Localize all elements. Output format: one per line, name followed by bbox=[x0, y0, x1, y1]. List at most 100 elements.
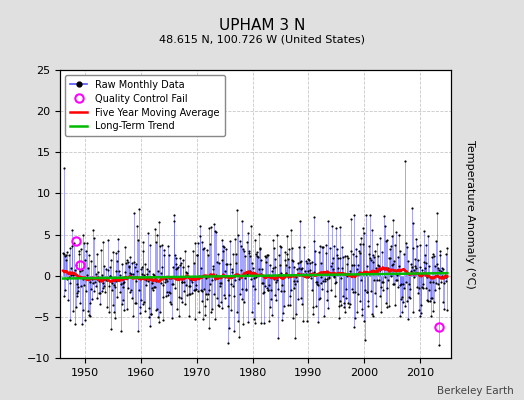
Point bbox=[107, 256, 116, 263]
Point bbox=[298, 264, 307, 271]
Point bbox=[154, 268, 162, 274]
Point bbox=[226, 307, 235, 313]
Point bbox=[351, 315, 359, 322]
Point bbox=[136, 304, 144, 310]
Point bbox=[237, 243, 245, 249]
Point bbox=[440, 280, 448, 286]
Point bbox=[345, 303, 354, 310]
Point bbox=[179, 257, 187, 263]
Point bbox=[146, 242, 155, 248]
Point bbox=[103, 277, 111, 283]
Point bbox=[235, 334, 243, 340]
Point bbox=[70, 271, 78, 278]
Point bbox=[440, 272, 449, 279]
Point bbox=[83, 308, 92, 314]
Point bbox=[191, 287, 200, 293]
Point bbox=[275, 272, 283, 278]
Point bbox=[135, 286, 144, 293]
Point bbox=[166, 290, 174, 296]
Point bbox=[138, 263, 146, 270]
Point bbox=[278, 317, 286, 323]
Point bbox=[398, 294, 406, 301]
Point bbox=[124, 263, 133, 270]
Point bbox=[258, 280, 266, 286]
Point bbox=[415, 284, 423, 291]
Point bbox=[386, 246, 395, 252]
Point bbox=[178, 298, 186, 305]
Point bbox=[264, 287, 272, 293]
Point bbox=[143, 270, 151, 277]
Point bbox=[101, 289, 110, 295]
Point bbox=[380, 274, 389, 280]
Point bbox=[82, 288, 91, 295]
Point bbox=[412, 284, 421, 290]
Point bbox=[159, 282, 168, 288]
Point bbox=[315, 294, 324, 301]
Point bbox=[67, 271, 75, 278]
Text: Berkeley Earth: Berkeley Earth bbox=[437, 386, 514, 396]
Point bbox=[254, 300, 262, 306]
Text: UPHAM 3 N: UPHAM 3 N bbox=[219, 18, 305, 33]
Point bbox=[131, 300, 139, 307]
Point bbox=[435, 285, 443, 292]
Point bbox=[371, 290, 379, 296]
Point bbox=[206, 241, 214, 247]
Point bbox=[328, 223, 336, 230]
Point bbox=[319, 244, 328, 250]
Point bbox=[210, 228, 219, 234]
Point bbox=[395, 282, 403, 288]
Point bbox=[177, 279, 185, 285]
Point bbox=[152, 307, 161, 314]
Point bbox=[287, 286, 295, 293]
Point bbox=[88, 296, 96, 303]
Point bbox=[375, 263, 383, 269]
Point bbox=[261, 259, 270, 265]
Point bbox=[150, 284, 159, 290]
Point bbox=[240, 248, 248, 254]
Point bbox=[407, 268, 416, 274]
Point bbox=[150, 271, 158, 278]
Point bbox=[302, 270, 310, 277]
Point bbox=[280, 249, 289, 256]
Point bbox=[184, 273, 192, 279]
Point bbox=[188, 278, 196, 285]
Point bbox=[116, 288, 124, 295]
Point bbox=[294, 265, 303, 271]
Point bbox=[339, 254, 347, 260]
Point bbox=[136, 310, 145, 316]
Point bbox=[436, 279, 445, 285]
Point bbox=[180, 288, 188, 294]
Point bbox=[112, 267, 121, 274]
Point bbox=[354, 291, 362, 298]
Point bbox=[385, 302, 393, 309]
Point bbox=[425, 263, 433, 269]
Point bbox=[126, 254, 135, 260]
Point bbox=[122, 274, 130, 280]
Point bbox=[372, 303, 380, 310]
Point bbox=[259, 288, 268, 295]
Point bbox=[290, 278, 298, 285]
Point bbox=[110, 308, 118, 315]
Point bbox=[398, 308, 407, 315]
Point bbox=[126, 289, 134, 295]
Point bbox=[112, 277, 120, 284]
Point bbox=[348, 262, 356, 268]
Point bbox=[124, 285, 132, 292]
Point bbox=[185, 290, 193, 297]
Point bbox=[85, 313, 94, 319]
Point bbox=[295, 244, 303, 250]
Point bbox=[238, 286, 247, 292]
Point bbox=[429, 278, 437, 285]
Point bbox=[99, 285, 107, 291]
Point bbox=[141, 281, 150, 288]
Point bbox=[259, 280, 267, 286]
Point bbox=[151, 239, 160, 246]
Point bbox=[154, 314, 162, 320]
Point bbox=[177, 260, 185, 266]
Point bbox=[361, 287, 369, 293]
Point bbox=[282, 251, 291, 257]
Point bbox=[424, 233, 432, 239]
Point bbox=[161, 276, 169, 282]
Point bbox=[106, 273, 115, 279]
Point bbox=[305, 260, 314, 267]
